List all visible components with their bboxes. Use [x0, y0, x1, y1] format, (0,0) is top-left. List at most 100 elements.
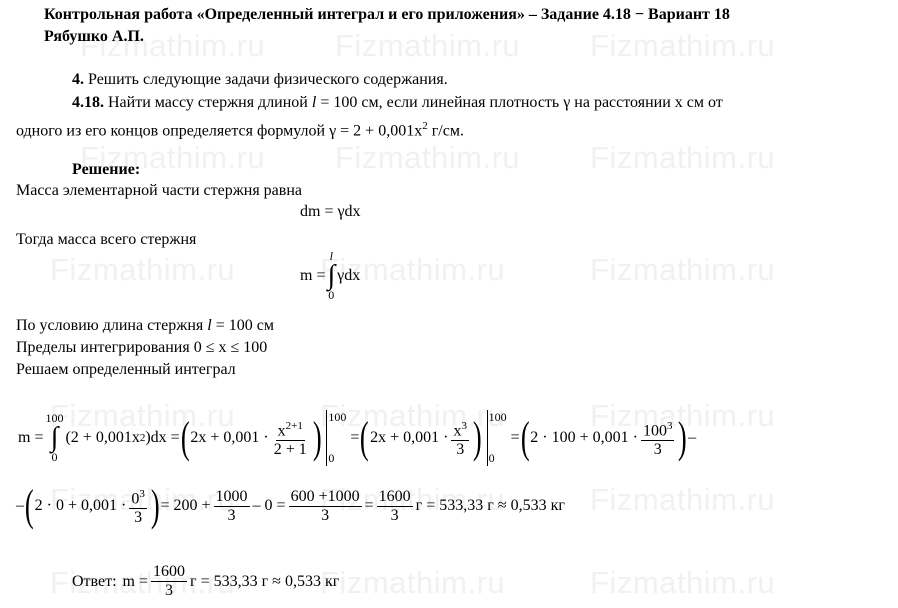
fraction: x2+1 2 + 1: [272, 417, 309, 459]
task-line-2: одного из его концов определяется формул…: [16, 116, 464, 141]
lower-limit: 0: [488, 451, 495, 465]
minus: –: [688, 429, 697, 446]
task-intro-text: Решить следующие задачи физического соде…: [88, 71, 448, 88]
text: одного из его концов определяется формул…: [16, 122, 423, 140]
var-l: l: [207, 317, 212, 334]
den: 3: [134, 509, 143, 527]
term: 2x + 0,001 ·: [370, 429, 449, 446]
document-title: Контрольная работа «Определенный интегра…: [44, 6, 730, 23]
exponent: 3: [666, 419, 673, 432]
num: 1000: [213, 487, 250, 507]
solution-text: Масса элементарной части стержня равна: [16, 182, 302, 199]
num: x: [277, 422, 286, 440]
watermark: Fizmathim.ru: [335, 140, 521, 175]
watermark: Fizmathim.ru: [50, 398, 236, 433]
equation-dm: dm = γdx: [300, 203, 361, 220]
den: 3: [653, 441, 662, 459]
den: 3: [321, 506, 330, 524]
lhs: m =: [18, 429, 44, 446]
equation-line-2: – (2 · 0 + 0,001 · 03 3 ) = 200 + 1000 3 –…: [16, 481, 565, 530]
watermark: Fizmathim.ru: [320, 398, 506, 433]
fraction: 1000 3: [213, 487, 250, 525]
lhs: m =: [300, 267, 326, 284]
integrand: (2 + 0,001x: [65, 429, 140, 446]
fraction: 1003 3: [640, 417, 675, 459]
solution-text: Тогда масса всего стержня: [16, 231, 197, 248]
task-number: 4.18.: [72, 94, 104, 111]
num: 0: [131, 490, 140, 508]
integrand: )dx =: [145, 429, 180, 446]
result: г = 533,33 г ≈ 0,533 кг: [190, 572, 340, 590]
fraction: 1600 3: [151, 563, 188, 600]
solution-heading: Решение:: [72, 161, 141, 178]
term: – 0 =: [252, 497, 286, 514]
fraction: 03 3: [129, 485, 147, 527]
condition-text: По условию длина стержня l = 100 см: [16, 316, 274, 336]
exponent: 2: [139, 432, 146, 444]
limits-text: Пределы интегрирования 0 ≤ x ≤ 100: [16, 339, 268, 356]
task-intro: 4. Решить следующие задачи физического с…: [72, 70, 448, 90]
term: 2x + 0,001 ·: [190, 429, 269, 446]
watermark: Fizmathim.ru: [320, 482, 506, 517]
fraction: x3 3: [451, 417, 469, 459]
num: 100: [642, 422, 667, 440]
minus: –: [16, 497, 24, 514]
solve-text: Решаем определенный интеграл: [16, 361, 236, 378]
exponent: 2+1: [285, 419, 303, 432]
answer: Ответ: m = 1600 3 г = 533,33 г ≈ 0,533 кг: [72, 563, 339, 600]
upper-limit: 100: [488, 410, 507, 424]
upper-limit: l: [329, 249, 333, 263]
exponent: 2: [422, 120, 428, 132]
text: = 100 см, если линейная плотность γ на р…: [316, 94, 723, 111]
fraction: 600 +1000 3: [288, 487, 362, 525]
lower-limit: 0: [328, 451, 335, 465]
num: 1600: [151, 563, 188, 582]
term: = 200 +: [160, 497, 211, 514]
watermark: Fizmathim.ru: [80, 140, 266, 175]
equals: =: [510, 429, 520, 446]
watermark: Fizmathim.ru: [80, 28, 266, 63]
lower-limit: 0: [51, 450, 58, 464]
text: По условию длина стержня: [16, 317, 208, 334]
watermark: Fizmathim.ru: [50, 252, 236, 287]
upper-limit: 100: [45, 411, 64, 425]
text: Найти массу стержня длиной: [108, 94, 312, 111]
evaluation-bar: 100 0: [486, 410, 507, 466]
document-author: Рябушко А.П.: [44, 28, 144, 45]
equation-line-1: m = 100 ∫ 0 (2 + 0,001x 2)dx = (2x + 0,001 …: [18, 410, 697, 466]
watermark: Fizmathim.ru: [320, 252, 506, 287]
text: = 100 см: [211, 317, 274, 334]
fraction: 1600 3: [376, 487, 413, 525]
watermark: Fizmathim.ru: [590, 482, 776, 517]
watermark: Fizmathim.ru: [590, 28, 776, 63]
term: 2 · 0 + 0,001 ·: [34, 497, 127, 514]
equation-mass-integral: m = l ∫ 0 γdx: [300, 250, 360, 302]
task-number: 4.: [72, 71, 84, 88]
num: 1600: [376, 487, 413, 507]
num: x: [453, 422, 462, 440]
watermark: Fizmathim.ru: [590, 252, 776, 287]
den: 3: [227, 506, 236, 524]
exponent: 3: [461, 419, 467, 432]
integral-sign: l ∫ 0: [327, 249, 336, 302]
var-l: l: [311, 94, 317, 111]
result: г = 533,33 г ≈ 0,533 кг: [415, 497, 565, 514]
den: 3: [165, 582, 174, 599]
lower-limit: 0: [328, 288, 335, 302]
watermark: Fizmathim.ru: [590, 398, 776, 433]
num: 600 +1000: [288, 487, 362, 507]
text: г/см.: [427, 122, 464, 140]
watermark: Fizmathim.ru: [320, 565, 506, 600]
watermark: Fizmathim.ru: [335, 28, 521, 63]
integral-sign: 100 ∫ 0: [45, 411, 64, 464]
watermark: Fizmathim.ru: [50, 565, 236, 600]
lhs: m =: [122, 572, 149, 590]
term: 2 · 100 + 0,001 ·: [530, 429, 638, 446]
equals: =: [364, 497, 374, 514]
den: 3: [390, 506, 399, 524]
answer-label: Ответ:: [72, 572, 117, 590]
watermark: Fizmathim.ru: [50, 482, 236, 517]
integrand: γdx: [337, 267, 361, 284]
evaluation-bar: 100 0: [326, 410, 346, 466]
den: 2 + 1: [273, 441, 307, 459]
